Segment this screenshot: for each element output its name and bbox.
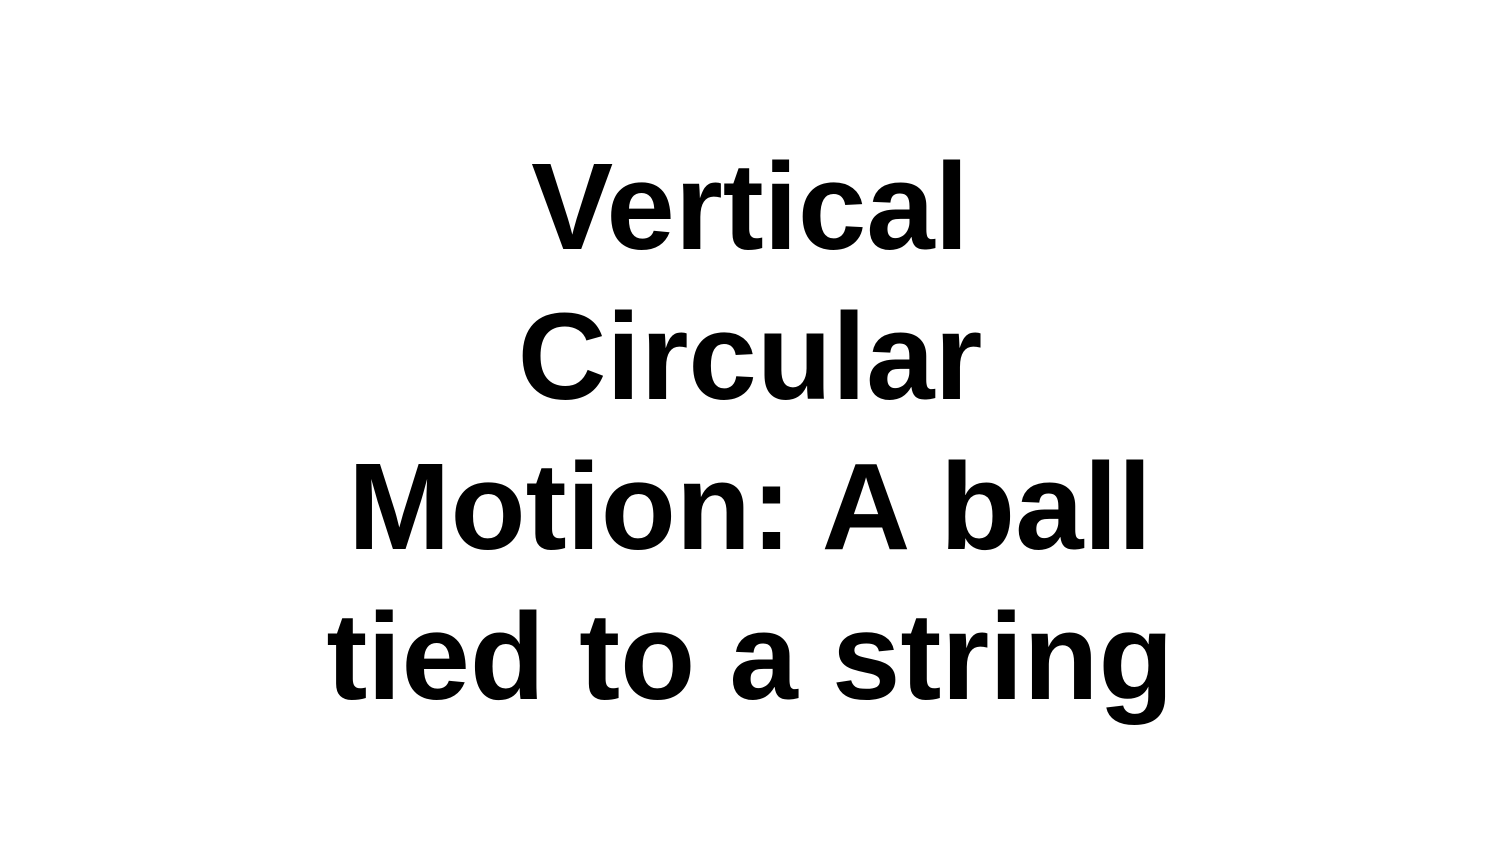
title-line-3: Motion: A ball <box>348 439 1152 576</box>
title-line-4: tied to a string <box>326 589 1174 726</box>
title-line-1: Vertical <box>531 139 969 276</box>
slide-title: Vertical Circular Motion: A ball tied to… <box>0 133 1500 733</box>
title-line-2: Circular <box>517 289 983 426</box>
